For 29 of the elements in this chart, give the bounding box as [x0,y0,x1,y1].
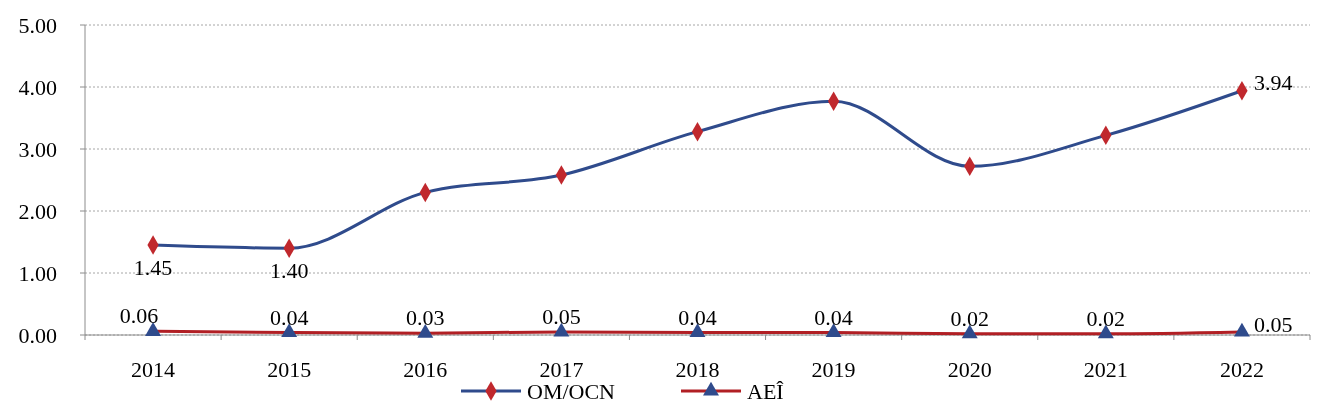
x-tick-label: 2020 [947,357,992,382]
legend-label: AEÎ [747,378,785,404]
data-label: 0.05 [1253,311,1293,337]
x-tick-label: 2018 [675,357,720,382]
y-tick-label: 3.00 [18,136,57,162]
data-label: 0.04 [269,304,309,330]
y-tick-label: 4.00 [18,74,57,100]
x-tick-label: 2022 [1219,357,1264,382]
data-label: 0.02 [950,305,989,331]
x-tick-label: 2014 [131,357,176,382]
point [145,322,162,336]
data-label: 0.04 [678,304,717,330]
data-label: 0.06 [119,303,159,329]
point [1233,322,1250,337]
y-tick-label: 1.00 [18,260,57,286]
y-tick-label: 2.00 [18,198,57,224]
data-label: 1.45 [133,255,173,281]
data-label: 0.05 [542,303,581,329]
y-tick-label: 0.00 [18,322,57,348]
y-tick-label: 5.00 [18,12,57,38]
data-label: 0.02 [1086,305,1126,331]
data-label: 0.04 [814,304,853,330]
x-tick-label: 2021 [1083,357,1128,382]
x-tick-label: 2016 [403,357,448,382]
x-tick-label: 2015 [267,357,312,382]
data-label: 0.03 [406,305,445,331]
x-tick-label: 2019 [811,357,856,382]
data-label: 1.40 [269,258,309,284]
data-label: 3.94 [1253,70,1293,96]
